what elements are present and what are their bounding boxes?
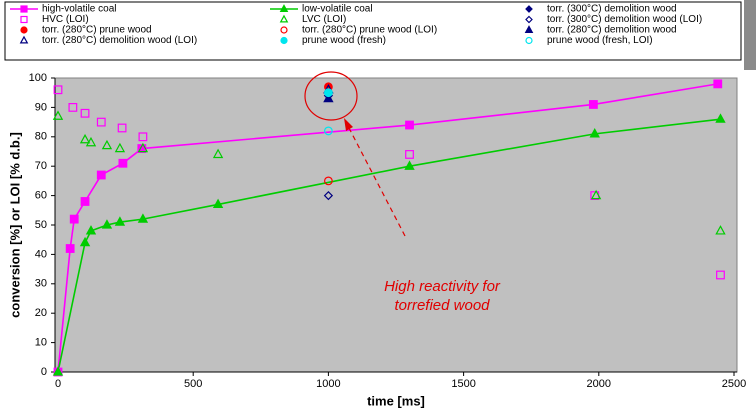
marker	[85, 136, 97, 147]
x-tick-label: 0	[55, 378, 61, 390]
legend-label: high-volatile coal	[42, 4, 117, 15]
marker	[52, 110, 64, 120]
marker	[589, 128, 600, 138]
y-tick-label: 60	[35, 190, 47, 202]
marker	[80, 197, 90, 206]
legend-marker	[524, 25, 534, 34]
marker	[212, 198, 224, 209]
marker	[96, 117, 106, 127]
marker	[715, 225, 726, 235]
legend-label: torr. (280°C) prune wood (LOI)	[302, 25, 437, 36]
marker	[101, 139, 113, 150]
series-line	[57, 118, 721, 373]
legend-marker	[20, 5, 28, 13]
marker	[716, 270, 725, 280]
marker	[68, 102, 78, 112]
marker	[323, 92, 334, 103]
y-tick-label: 50	[35, 219, 47, 231]
x-tick-label: 500	[184, 378, 202, 390]
y-tick-label: 0	[41, 366, 47, 378]
x-axis-label: time [ms]	[367, 393, 425, 408]
plot-area	[54, 77, 738, 373]
marker	[85, 225, 97, 235]
marker	[138, 132, 148, 142]
legend-label: prune wood (fresh, LOI)	[547, 35, 653, 46]
y-tick-label: 40	[35, 248, 47, 260]
marker	[404, 160, 415, 170]
y-tick-label: 90	[35, 101, 47, 113]
marker	[101, 219, 113, 229]
marker	[79, 236, 91, 247]
marker	[590, 189, 602, 200]
marker	[117, 123, 127, 133]
marker	[715, 113, 726, 123]
marker	[114, 142, 126, 153]
x-tick-label: 2500	[722, 378, 746, 390]
x-tick-label: 1500	[451, 378, 475, 390]
y-tick-label: 70	[35, 160, 47, 172]
y-tick-label: 30	[35, 278, 47, 290]
y-tick-label: 80	[35, 131, 47, 143]
legend-box	[4, 1, 742, 61]
legend-marker	[20, 26, 28, 34]
legend-label: torr. (300°C) demolition wood	[547, 4, 677, 15]
marker	[324, 126, 333, 136]
legend-marker	[279, 4, 289, 12]
legend-marker	[19, 35, 29, 44]
y-axis-label: conversion [%] or LOI [% d.b.]	[7, 132, 22, 318]
y-tick-label: 100	[29, 72, 47, 84]
y-tick-label: 10	[35, 337, 47, 349]
legend-label: LVC (LOI)	[302, 14, 346, 25]
marker	[65, 244, 75, 253]
series-line	[57, 83, 718, 373]
legend-marker	[279, 14, 289, 23]
arrow-head	[344, 118, 353, 131]
marker	[324, 176, 333, 186]
marker	[588, 100, 598, 109]
marker	[80, 108, 90, 118]
marker	[79, 133, 91, 144]
legend-label: torr. (280°C) demolition wood (LOI)	[42, 35, 197, 46]
marker	[96, 170, 106, 180]
annotation-arrow	[348, 127, 406, 237]
legend-marker	[525, 15, 533, 24]
legend-marker	[525, 36, 533, 45]
marker	[137, 213, 149, 223]
legend-label: low-volatile coal	[302, 4, 373, 15]
y-tick-label: 20	[35, 307, 47, 319]
photo-corner	[744, 0, 756, 70]
marker	[53, 85, 63, 95]
marker	[118, 158, 128, 168]
marker	[713, 79, 723, 89]
marker	[405, 120, 414, 130]
legend-marker	[280, 36, 288, 45]
legend-marker	[280, 26, 288, 34]
annotation: torrefied wood	[394, 297, 490, 314]
legend-label: torr. (300°C) demolition wood (LOI)	[547, 14, 702, 25]
marker	[69, 214, 79, 224]
legend-marker	[525, 5, 533, 13]
marker	[114, 216, 126, 226]
marker	[52, 366, 64, 376]
x-tick-label: 2000	[587, 378, 611, 390]
legend-label: prune wood (fresh)	[302, 35, 386, 46]
annotation: High reactivity for	[384, 278, 501, 295]
marker	[405, 150, 414, 159]
marker	[137, 142, 149, 153]
highlight-circle	[304, 71, 358, 121]
legend-label: torr. (280°C) demolition wood	[547, 25, 677, 36]
legend-label: torr. (280°C) prune wood	[42, 25, 152, 36]
marker	[212, 148, 224, 159]
marker	[324, 88, 333, 98]
marker	[323, 190, 334, 201]
legend-marker	[20, 15, 28, 24]
x-tick-label: 1000	[316, 378, 340, 390]
legend-label: HVC (LOI)	[42, 14, 89, 25]
